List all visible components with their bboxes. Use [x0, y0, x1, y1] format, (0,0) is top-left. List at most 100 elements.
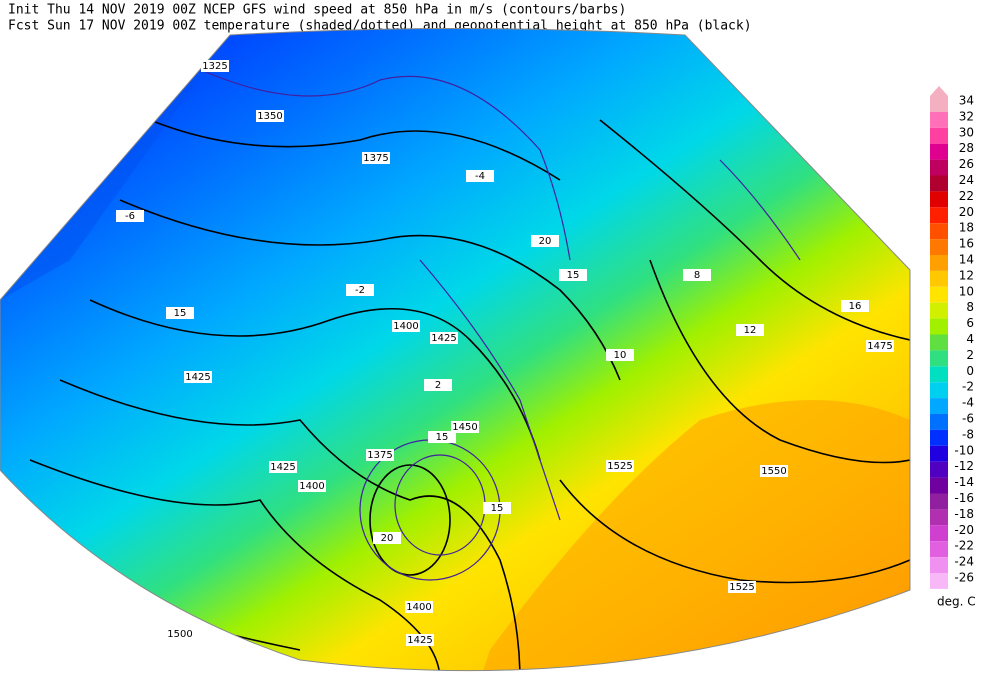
- contour-label: 15: [436, 432, 449, 443]
- contour-label-box: [298, 480, 326, 492]
- contour-label-box: [201, 60, 229, 72]
- contour-label: 20: [539, 236, 552, 247]
- contour-label-box: [606, 349, 634, 361]
- contour-label-box: [683, 269, 711, 281]
- colorbar-arrow: [930, 86, 948, 96]
- contour-label-box: [451, 421, 479, 433]
- contour-label: -6: [125, 211, 135, 222]
- colorbar-label: 30: [959, 125, 974, 139]
- contour-label-box: [424, 379, 452, 391]
- colorbar-label: 32: [959, 109, 974, 123]
- contour-label-box: [392, 320, 420, 332]
- contour-label-box: [116, 210, 144, 222]
- contour-label: 1475: [867, 341, 892, 352]
- colorbar-swatch: [930, 175, 948, 192]
- contour-label: 16: [849, 301, 862, 312]
- contour-label-box: [736, 324, 764, 336]
- colorbar-label: 26: [959, 157, 974, 171]
- contour-label: 1450: [452, 422, 477, 433]
- contour-label: 15: [174, 308, 187, 319]
- contour-label-box: [606, 460, 634, 472]
- colorbar-swatch: [930, 96, 948, 112]
- colorbar-swatch: [930, 525, 948, 542]
- contour-label: 1550: [761, 466, 786, 477]
- contour-label-box: [362, 152, 390, 164]
- contour-label-box: [760, 465, 788, 477]
- contour-label: -2: [355, 285, 365, 296]
- colorbar-swatch: [930, 429, 948, 446]
- contour-label-box: [866, 340, 894, 352]
- contour-label: 1425: [185, 372, 210, 383]
- colorbar-label: -6: [962, 412, 974, 426]
- colorbar-label: 8: [966, 300, 974, 314]
- colorbar-label: 14: [959, 253, 974, 267]
- contour-label: 1375: [363, 153, 388, 164]
- colorbar-label: 16: [959, 237, 974, 251]
- colorbar-label: -16: [954, 491, 974, 505]
- contour-label-box: [483, 502, 511, 514]
- contour-label-box: [269, 461, 297, 473]
- map-area: [0, 28, 910, 671]
- contour-label: 1400: [406, 602, 431, 613]
- contour-label: 1325: [202, 61, 227, 72]
- contour-label-box: [430, 332, 458, 344]
- colorbar-label: 2: [966, 348, 974, 362]
- colorbar-swatch: [930, 223, 948, 240]
- contour-label: 15: [491, 503, 504, 514]
- colorbar-swatch: [930, 398, 948, 414]
- colorbar-label: -2: [962, 380, 974, 394]
- contour-label: -4: [475, 171, 485, 182]
- header-line: Init Thu 14 NOV 2019 00Z NCEP GFS wind s…: [8, 3, 626, 18]
- colorbar-swatch: [930, 239, 948, 255]
- contour-label: 1350: [257, 111, 282, 122]
- colorbar-label: 18: [959, 221, 974, 235]
- contour-label-box: [346, 284, 374, 296]
- colorbar-swatch: [930, 302, 948, 319]
- contour-label-box: [256, 110, 284, 122]
- colorbar-swatch: [930, 207, 948, 224]
- contour-label: 10: [614, 350, 627, 361]
- contour-label: 20: [381, 533, 394, 544]
- contour-label-box: [373, 532, 401, 544]
- contour-label: 1400: [393, 321, 418, 332]
- colorbar-swatch: [930, 159, 948, 176]
- colorbar-label: 28: [959, 141, 974, 155]
- contour-label: 1525: [729, 582, 754, 593]
- contour-label-box: [405, 601, 433, 613]
- contour-label: 1425: [431, 333, 456, 344]
- contour-label-box: [184, 371, 212, 383]
- contour-label-box: [406, 634, 434, 646]
- colorbar-label: -4: [962, 396, 974, 410]
- contour-label: 1375: [367, 450, 392, 461]
- contour-label: 12: [744, 325, 757, 336]
- contour-label-box: [841, 300, 869, 312]
- colorbar-label: 22: [959, 189, 974, 203]
- colorbar-label: -8: [962, 427, 974, 441]
- contour-label-box: [531, 235, 559, 247]
- warm-region: [480, 400, 910, 671]
- contour-label-box: [428, 431, 456, 443]
- colorbar-label: 10: [959, 284, 974, 298]
- colorbar-swatch: [930, 286, 948, 303]
- colorbar-swatch: [930, 509, 948, 526]
- colorbar-label: -14: [954, 475, 974, 489]
- contour-label-box: [728, 581, 756, 593]
- colorbar-label: -20: [954, 523, 974, 537]
- colorbar-label: 34: [959, 94, 974, 108]
- colorbar-swatch: [930, 366, 948, 383]
- colorbar-swatch: [930, 573, 948, 589]
- colorbar-swatch: [930, 255, 948, 271]
- contour-label-box: [466, 170, 494, 182]
- colorbar-label: 20: [959, 205, 974, 219]
- colorbar-swatch: [930, 461, 948, 478]
- colorbar-swatch: [930, 111, 948, 128]
- contour-label: 1425: [270, 462, 295, 473]
- colorbar-swatch: [930, 143, 948, 160]
- colorbar-swatch: [930, 334, 948, 351]
- colorbar-unit: deg. C: [937, 595, 976, 609]
- contour-label-box: [559, 269, 587, 281]
- contour-label: 1425: [407, 635, 432, 646]
- contour-label-box: [166, 628, 194, 640]
- colorbar-swatch: [930, 191, 948, 208]
